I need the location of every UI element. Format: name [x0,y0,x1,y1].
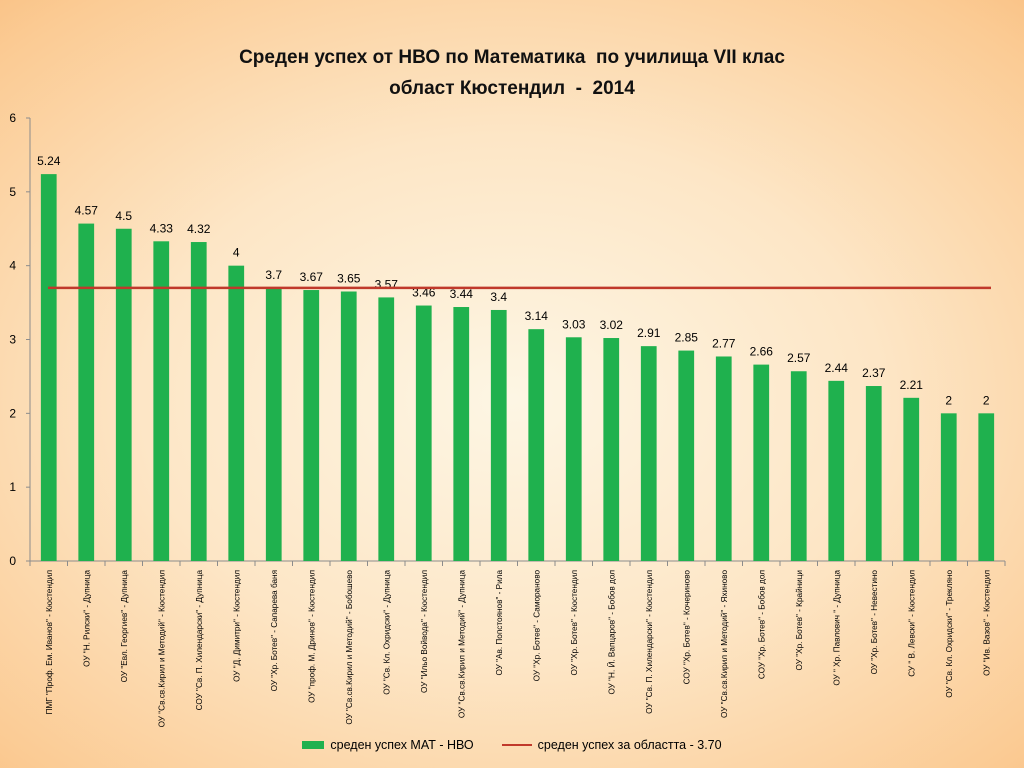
bar [115,228,132,561]
x-category-label: ОУ "Св.св.Кирил и Методий" - Дупница [457,570,466,719]
x-category-label: ОУ "Хр. Ботев" - Кюстендил [570,570,579,676]
bar [190,242,207,562]
x-category-label: ОУ "Св.св.Кирил и Методий" - Кюстендил [157,570,166,728]
bar-value-label: 3.67 [300,270,324,284]
x-category-label: ОУ "Н. Й. Вапцаров" - Бобов дол [605,570,616,695]
x-category-label: ОУ "Хр. Ботев" - Самораново [532,570,541,682]
bar-value-label: 2 [983,393,990,407]
bar-value-label: 2.91 [637,326,661,340]
bar-value-label: 4.33 [150,221,174,235]
bar [340,291,357,561]
y-tick-label: 1 [9,480,16,494]
x-category-label: СОУ "Св. П. Хилендарски" - Дупница [195,570,204,711]
bar [415,305,432,561]
legend-label-average: среден успех за областта - 3.70 [537,738,722,752]
bar [490,309,507,561]
bar [753,364,770,561]
bar [40,174,57,561]
bar [228,265,245,561]
y-tick-label: 0 [9,554,16,568]
y-tick-label: 6 [9,111,16,125]
bar-value-label: 2.85 [675,331,699,345]
bar [453,307,470,561]
y-tick-label: 4 [9,259,16,273]
bar [940,413,957,561]
x-category-label: СОУ "Хр. Ботев" - Бобов дол [757,570,766,679]
x-category-label: ОУ "проф. М. Дринов" - Кюстендил [307,570,316,703]
chart-title: Среден успех от НВО по Математика по учи… [0,42,1024,104]
x-category-label: ОУ "Ав. Попстоянов" - Рила [495,570,504,676]
x-category-label: ОУ "Св.св.Кирил и Методий" - Бобошево [345,570,354,725]
bar [828,380,845,561]
bar-value-label: 3.4 [490,290,507,304]
legend-label-series: среден успех МАТ - НВО [330,738,474,752]
x-category-label: ОУ "Ильо Войвода" - Кюстендил [420,570,429,693]
bar [153,241,170,561]
x-category-label: ОУ "Евл. Георгиев" - Дупница [120,570,129,683]
bar [378,297,395,561]
bar-value-label: 3.03 [562,317,586,331]
y-tick-label: 3 [9,333,16,347]
x-category-label: ОУ "Св. П. Хилендарски" - Кюстендил [645,570,654,714]
bar-value-label: 3.57 [375,277,399,291]
x-category-label: ОУ "Хр. Ботев" - Невестино [870,570,879,675]
bar-value-label: 3.7 [265,268,282,282]
bar [903,397,920,561]
bar [265,287,282,561]
x-category-label: ОУ " Хр. Павлович " - Дупница [832,570,841,686]
x-category-label: СУ " В. Левски" - Кюстендил [907,570,916,677]
bar-value-label: 2.66 [750,345,774,359]
chart-title-line-2: област Кюстендил - 2014 [389,78,635,99]
legend-swatch-bar [302,741,325,749]
bar [640,346,657,561]
bar [790,371,807,561]
legend-item-series: среден успех МАТ - НВО [302,738,474,752]
chart-title-line-1: Среден успех от НВО по Математика по учи… [239,47,785,68]
bar-value-label: 4.57 [75,204,99,218]
bar-value-label: 5.24 [37,154,61,168]
bar [303,290,320,561]
legend-item-average: среден успех за областта - 3.70 [501,738,722,752]
bar [865,386,882,561]
y-tick-label: 2 [9,406,16,420]
bar [978,413,995,561]
bar [528,329,545,561]
x-category-label: ОУ "Н. Рилски" - Дупница [82,570,91,667]
chart-legend: среден успех МАТ - НВО среден успех за о… [0,738,1024,752]
y-tick-label: 5 [9,185,16,199]
x-category-label: ОУ "Хр. Ботев" - Крайници [795,570,804,670]
bar [678,350,695,561]
bar [603,338,620,561]
bar-value-label: 2.77 [712,336,736,350]
bar-value-label: 2.44 [825,361,849,375]
x-category-label: ОУ "Св. Кл. Охридски" - Трекляно [945,570,954,698]
bar-value-label: 2.37 [862,366,886,380]
bar-value-label: 3.02 [600,318,624,332]
bar-value-label: 4 [233,246,240,260]
bar-value-label: 4.5 [115,209,132,223]
bar-value-label: 4.32 [187,222,211,236]
x-category-label: ОУ "Св.св.Кирил и Методий" - Яхиново [720,570,729,718]
bar-value-label: 2.57 [787,351,811,365]
bar-value-label: 2.21 [900,378,924,392]
x-category-label: ОУ "Д. Димитри" - Кюстендил [232,570,241,682]
bar-value-label: 3.14 [525,309,549,323]
x-category-label: ОУ "Ив. Вазов" - Кюстендил [982,570,991,676]
x-category-label: СОУ "Хр. Ботев" - Кочериново [682,570,691,685]
bar-value-label: 3.44 [450,287,474,301]
x-category-label: ОУ "Хр. Ботев" - Сапарева баня [270,570,279,691]
x-category-label: ПМГ "Проф. Ем. Иванов" - Кюстендил [45,570,54,715]
bar-value-label: 3.65 [337,272,361,286]
x-category-label: ОУ "Св. Кл. Охридски" - Дупница [382,570,391,695]
bar-value-label: 2 [945,393,952,407]
bar [565,337,582,561]
legend-swatch-line [501,744,532,746]
bar [78,223,95,561]
bar [715,356,732,561]
